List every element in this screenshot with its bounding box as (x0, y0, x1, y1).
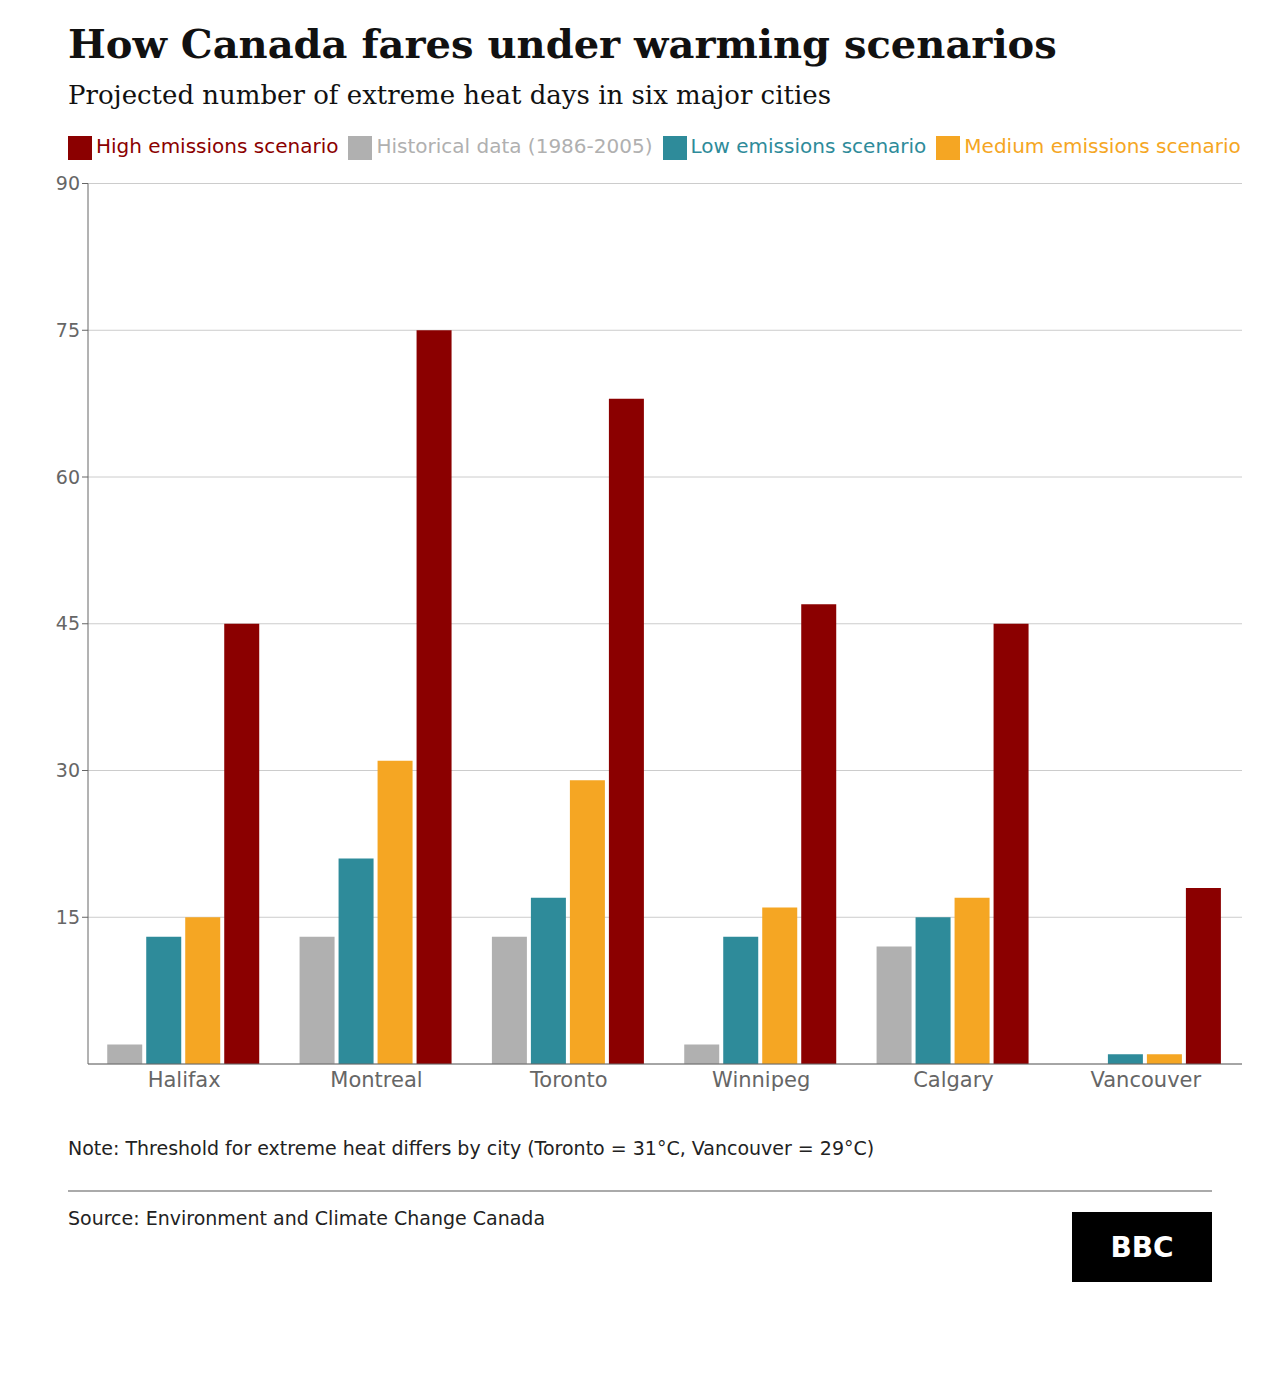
html-text:Source: Environment and Climat: Source: Environment and Climate Change C… (68, 1207, 546, 1229)
html-text:BBC: BBC (1110, 1230, 1174, 1264)
svg-text:60: 60 (56, 466, 80, 488)
svg-text:Winnipeg: Winnipeg (712, 1068, 810, 1092)
html-text:How Canada fares under warming: How Canada fares under warming scenarios (68, 20, 1057, 67)
svg-text:30: 30 (56, 759, 80, 781)
svg-text:15: 15 (56, 906, 80, 928)
svg-text:Toronto: Toronto (529, 1068, 608, 1092)
html-text:Medium emissions scenario: Medium emissions scenario (964, 134, 1241, 158)
svg-text:Vancouver: Vancouver (1091, 1068, 1202, 1092)
svg-text:Halifax: Halifax (148, 1068, 221, 1092)
svg-text:90: 90 (56, 172, 80, 194)
html-text:High emissions scenario: High emissions scenario (96, 134, 339, 158)
html-text:Historical data (1986-2005): Historical data (1986-2005) (376, 134, 653, 158)
svg-text:Montreal: Montreal (330, 1068, 422, 1092)
html-text:Note: Threshold for extreme he: Note: Threshold for extreme heat differs… (68, 1137, 875, 1159)
svg-text:45: 45 (56, 612, 80, 634)
html-text:Projected number of extreme he: Projected number of extreme heat days in… (68, 80, 831, 110)
svg-text:Calgary: Calgary (913, 1068, 994, 1092)
svg-text:75: 75 (56, 319, 80, 341)
html-text:Low emissions scenario: Low emissions scenario (690, 134, 927, 158)
